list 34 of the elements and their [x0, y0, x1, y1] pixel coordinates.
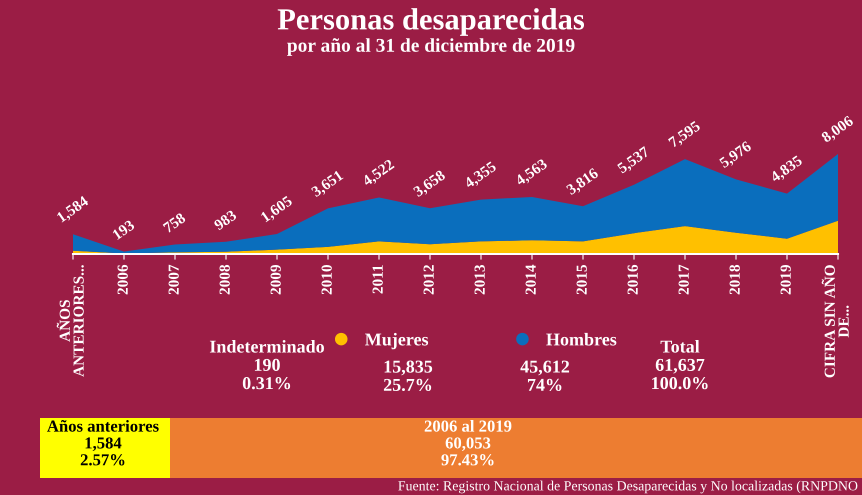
text: 2006 al 2019 60,053 97.43% — [424, 420, 512, 466]
annotation: 4,835 — [769, 154, 804, 184]
source-note: Fuente: Registro Nacional de Personas Desaparecidas y No localizadas (RNPDNO — [398, 480, 858, 494]
text: Años anteriores 1,584 2.57% — [47, 420, 159, 466]
x-tick-label: 2011 — [372, 265, 383, 294]
x-tick-label: CIFRA SIN AÑO DE... — [822, 265, 849, 378]
annotation: 4,355 — [463, 160, 498, 190]
x-tick-label: 2015 — [576, 264, 587, 294]
annotation: 983 — [213, 210, 238, 231]
x-tick-label: 2013 — [474, 264, 485, 294]
text: 15,835 25.7% — [384, 360, 432, 392]
x-tick-label: 2019 — [780, 264, 791, 294]
text: 45,612 74% — [520, 360, 570, 392]
x-tick-label: 2008 — [220, 264, 230, 294]
chart-subtitle: por año al 31 de diciembre de 2019 — [287, 38, 574, 56]
annotation: 4,522 — [361, 158, 396, 188]
legend-label: Hombres — [546, 332, 616, 346]
x-tick-label: 2012 — [424, 265, 434, 294]
x-tick-label: 2009 — [270, 264, 281, 294]
annotation: 4,563 — [514, 158, 550, 188]
legend-label: Mujeres — [365, 332, 428, 350]
x-tick-label: AÑOS ANTERIORES... — [56, 265, 84, 377]
x-tick-label: 2007 — [168, 264, 179, 294]
x-tick-label: 2014 — [526, 264, 536, 294]
x-tick-label: 2016 — [628, 264, 638, 294]
annotation: 193 — [112, 219, 136, 240]
text: Total 61,637 100.0% — [652, 340, 708, 390]
text: Indeterminado 190 0.31% — [210, 340, 324, 390]
x-tick-label: 2018 — [730, 264, 740, 294]
x-tick-label: 2017 — [678, 264, 689, 294]
x-tick-label: 2010 — [322, 265, 332, 294]
chart-title: Personas desaparecidas — [278, 8, 584, 36]
x-tick-label: 2006 — [118, 264, 128, 294]
annotation: 758 — [162, 212, 186, 234]
